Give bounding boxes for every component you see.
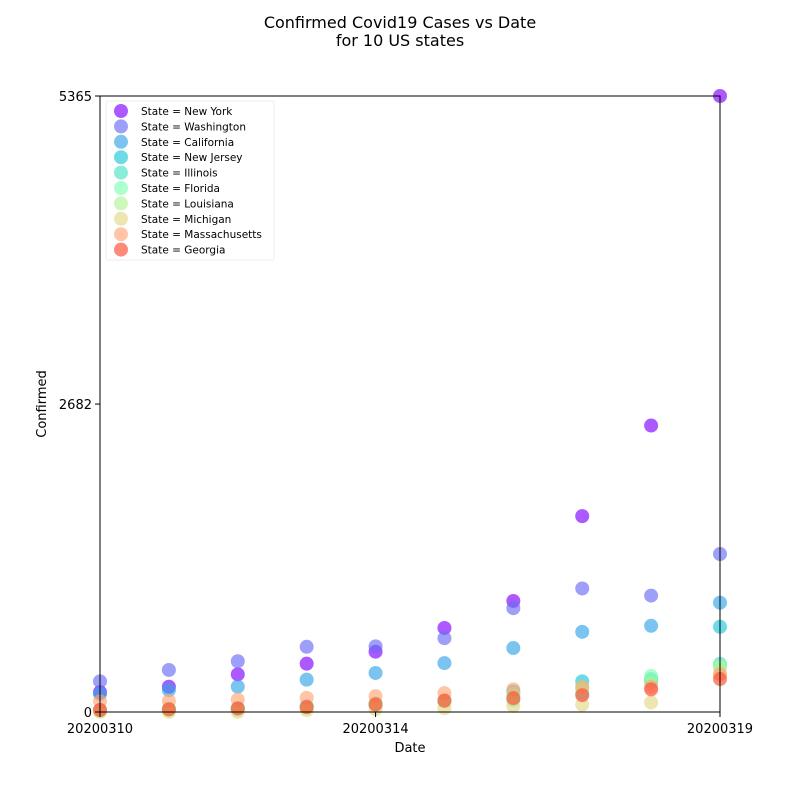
legend-label-10: State = Georgia [141,245,225,257]
data-point-10-6 [437,693,452,708]
data-point-10-3 [230,701,245,716]
legend-label-1: State = New York [141,106,233,118]
legend-label-6: State = Florida [141,183,220,195]
data-point-1-3 [230,667,245,682]
data-point-2-9 [644,588,659,603]
legend-marker-4 [114,150,128,165]
data-point-2-3 [230,654,245,669]
chart-title-line1: Confirmed Covid19 Cases vs Date [264,13,536,32]
legend-marker-9 [114,227,128,242]
data-point-3-4 [299,672,314,687]
data-point-2-4 [299,639,314,654]
data-point-1-9 [644,418,659,433]
data-point-3-6 [437,656,452,671]
data-point-3-3 [230,679,245,694]
legend: State = New York State = Washington State … [105,100,275,261]
data-point-10-4 [299,700,314,715]
legend-label-2: State = Washington [141,121,246,133]
y-tick-label-1: 0 [84,706,92,721]
legend-label-3: State = California [141,137,234,149]
legend-box [105,100,275,261]
data-point-10-2 [161,702,176,717]
legend-marker-10 [114,242,128,257]
legend-marker-1 [114,104,128,118]
legend-label-8: State = Michigan [141,214,231,226]
data-point-1-6 [437,620,452,635]
data-point-1-8 [575,509,590,524]
data-point-3-7 [506,641,521,656]
data-point-8-9 [644,695,659,710]
data-point-3-9 [644,618,659,633]
y-axis-label: Confirmed [35,370,50,438]
legend-label-5: State = Illinois [141,168,218,180]
data-point-3-2 [161,683,176,698]
chart-title-line2: for 10 US states [336,31,464,50]
legend-marker-8 [114,211,128,226]
x-axis-label: Date [394,741,425,756]
legend-marker-5 [114,165,128,180]
legend-label-9: State = Massachusetts [141,229,262,241]
data-point-10-9 [644,682,659,697]
data-point-3-8 [575,624,590,639]
data-point-2-8 [575,581,590,596]
data-point-2-7 [506,601,521,616]
legend-marker-6 [114,181,128,195]
data-point-1-4 [299,656,314,671]
legend-label-7: State = Louisiana [141,198,234,210]
data-point-2-6 [437,631,452,646]
data-point-10-5 [368,697,383,712]
data-point-2-5 [368,639,383,654]
y-tick-label-3: 5365 [59,90,92,105]
data-point-2-2 [161,662,176,677]
x-tick-label-1: 20200310 [67,722,133,737]
legend-marker-7 [114,196,128,211]
data-point-10-8 [575,688,590,703]
x-tick-label-2: 20200314 [342,722,408,737]
x-tick-label-3: 20200319 [687,722,753,737]
legend-marker-2 [114,119,128,134]
data-point-3-5 [368,665,383,680]
legend-marker-3 [114,134,128,149]
y-tick-label-2: 2682 [59,398,92,413]
data-point-10-7 [506,691,521,706]
legend-label-4: State = New Jersey [141,152,243,164]
axes-layer: 20200310 20200314 20200319 0 2682 5365 [59,90,753,737]
